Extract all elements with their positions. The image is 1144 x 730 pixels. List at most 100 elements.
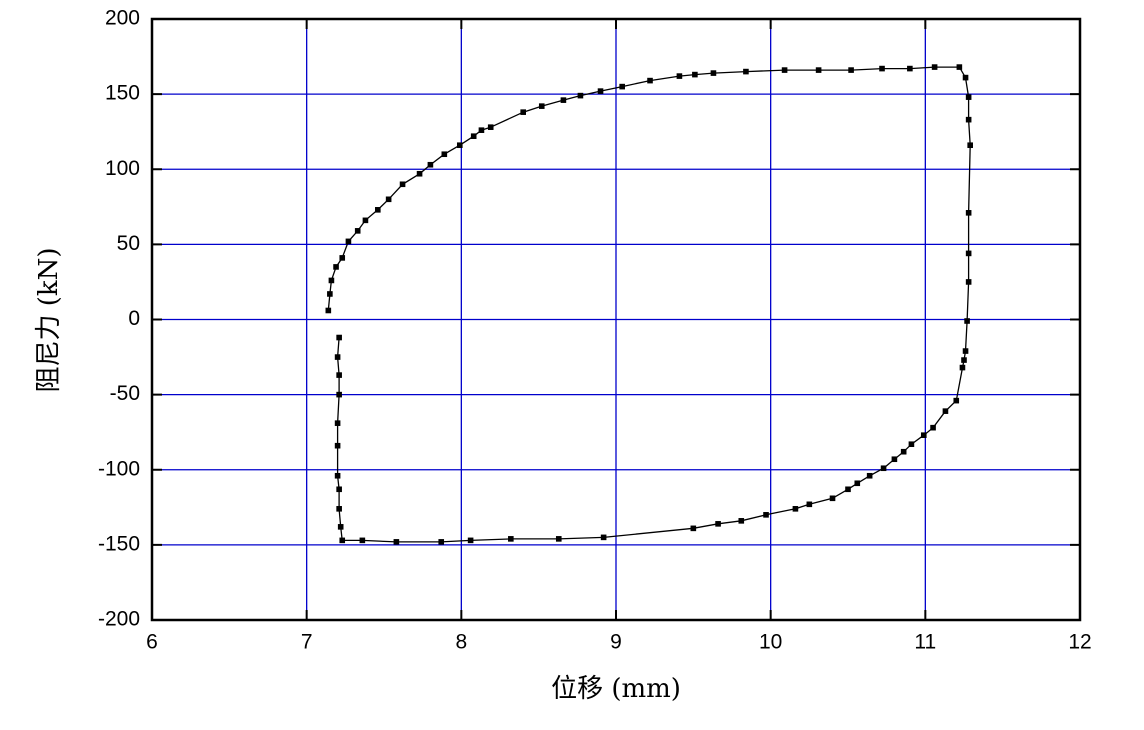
data-point <box>710 70 717 76</box>
data-point <box>354 228 361 234</box>
data-point <box>399 181 406 188</box>
data-point <box>385 196 392 203</box>
y-tick-label: -100 <box>98 457 140 480</box>
x-tick-label: 11 <box>914 631 936 654</box>
data-line <box>327 66 971 543</box>
y-tick-label: 150 <box>105 82 140 105</box>
data-point <box>743 68 749 75</box>
y-tick-label: 50 <box>117 232 140 255</box>
data-point <box>325 307 332 314</box>
data-point <box>781 67 788 73</box>
data-point <box>427 161 434 168</box>
data-point <box>715 521 721 527</box>
y-axis-title: 阻尼力 (kN) <box>34 247 64 392</box>
data-point <box>959 364 966 371</box>
data-point <box>900 448 907 455</box>
data-point <box>806 501 813 508</box>
data-point <box>334 420 341 426</box>
data-point <box>962 74 969 81</box>
data-point <box>362 217 369 224</box>
x-tick-label: 8 <box>455 631 467 654</box>
data-point <box>555 536 562 542</box>
data-point <box>560 97 567 103</box>
data-point <box>942 408 949 414</box>
data-point <box>619 83 625 90</box>
data-point <box>328 277 335 284</box>
data-point <box>738 518 745 524</box>
data-point <box>965 279 972 285</box>
data-point <box>327 291 333 297</box>
data-point <box>336 334 342 341</box>
data-point <box>487 124 494 130</box>
y-tick-label: 100 <box>105 157 140 180</box>
y-tick-label: -50 <box>110 382 140 405</box>
data-point <box>965 250 972 257</box>
data-point <box>375 207 381 213</box>
data-point <box>879 65 885 72</box>
data-point <box>891 456 898 463</box>
data-point <box>359 537 366 544</box>
data-point <box>456 142 463 149</box>
data-point <box>470 133 477 139</box>
y-tick-label: -200 <box>98 608 140 631</box>
data-point <box>962 348 969 354</box>
plot-frame <box>150 17 1082 622</box>
data-point <box>763 512 769 518</box>
data-point <box>676 73 683 79</box>
data-point <box>953 397 960 404</box>
y-tick-label: 200 <box>105 7 140 30</box>
data-point <box>538 103 545 109</box>
data-point <box>815 67 822 73</box>
data-point <box>520 109 526 115</box>
data-point <box>339 255 346 261</box>
data-point <box>597 88 604 94</box>
data-point <box>907 65 913 72</box>
data-point <box>854 480 861 487</box>
data-point <box>334 442 341 449</box>
data-point <box>956 64 963 70</box>
y-tick-label: 0 <box>128 307 140 330</box>
data-point <box>930 424 936 431</box>
data-point <box>931 64 938 70</box>
data-point <box>908 441 915 448</box>
data-point <box>967 142 973 149</box>
data-point <box>508 536 514 542</box>
data-point <box>333 264 339 270</box>
x-tick-label: 7 <box>301 631 313 654</box>
x-tick-label: 12 <box>1068 631 1091 654</box>
data-point <box>336 391 342 398</box>
data-point <box>792 506 799 512</box>
data-point <box>965 94 972 100</box>
data-point <box>467 537 474 544</box>
data-point <box>345 238 352 245</box>
data-point <box>336 506 342 512</box>
data-point <box>692 71 698 78</box>
data-point <box>965 116 972 123</box>
data-point <box>438 539 445 545</box>
data-point <box>829 495 836 502</box>
y-tick-label: -150 <box>98 532 140 555</box>
x-tick-label: 9 <box>610 631 622 654</box>
data-point <box>577 92 584 99</box>
data-point <box>690 525 697 532</box>
data-point <box>334 472 341 479</box>
data-point <box>920 432 927 438</box>
data-point <box>964 318 970 324</box>
data-point <box>880 465 887 472</box>
data-point <box>339 537 346 544</box>
data-point <box>961 357 967 363</box>
x-axis-title: 位移 (mm) <box>551 674 681 704</box>
data-point <box>600 534 607 541</box>
data-point <box>441 151 448 158</box>
data-point <box>334 354 341 360</box>
data-point <box>866 472 873 479</box>
data-point <box>845 486 851 493</box>
data-point <box>337 524 344 530</box>
data-point <box>965 210 972 216</box>
x-tick-label: 6 <box>146 631 158 654</box>
data-point <box>336 372 342 378</box>
data-point <box>336 486 342 493</box>
data-point <box>647 77 653 84</box>
x-tick-label: 10 <box>759 631 782 654</box>
